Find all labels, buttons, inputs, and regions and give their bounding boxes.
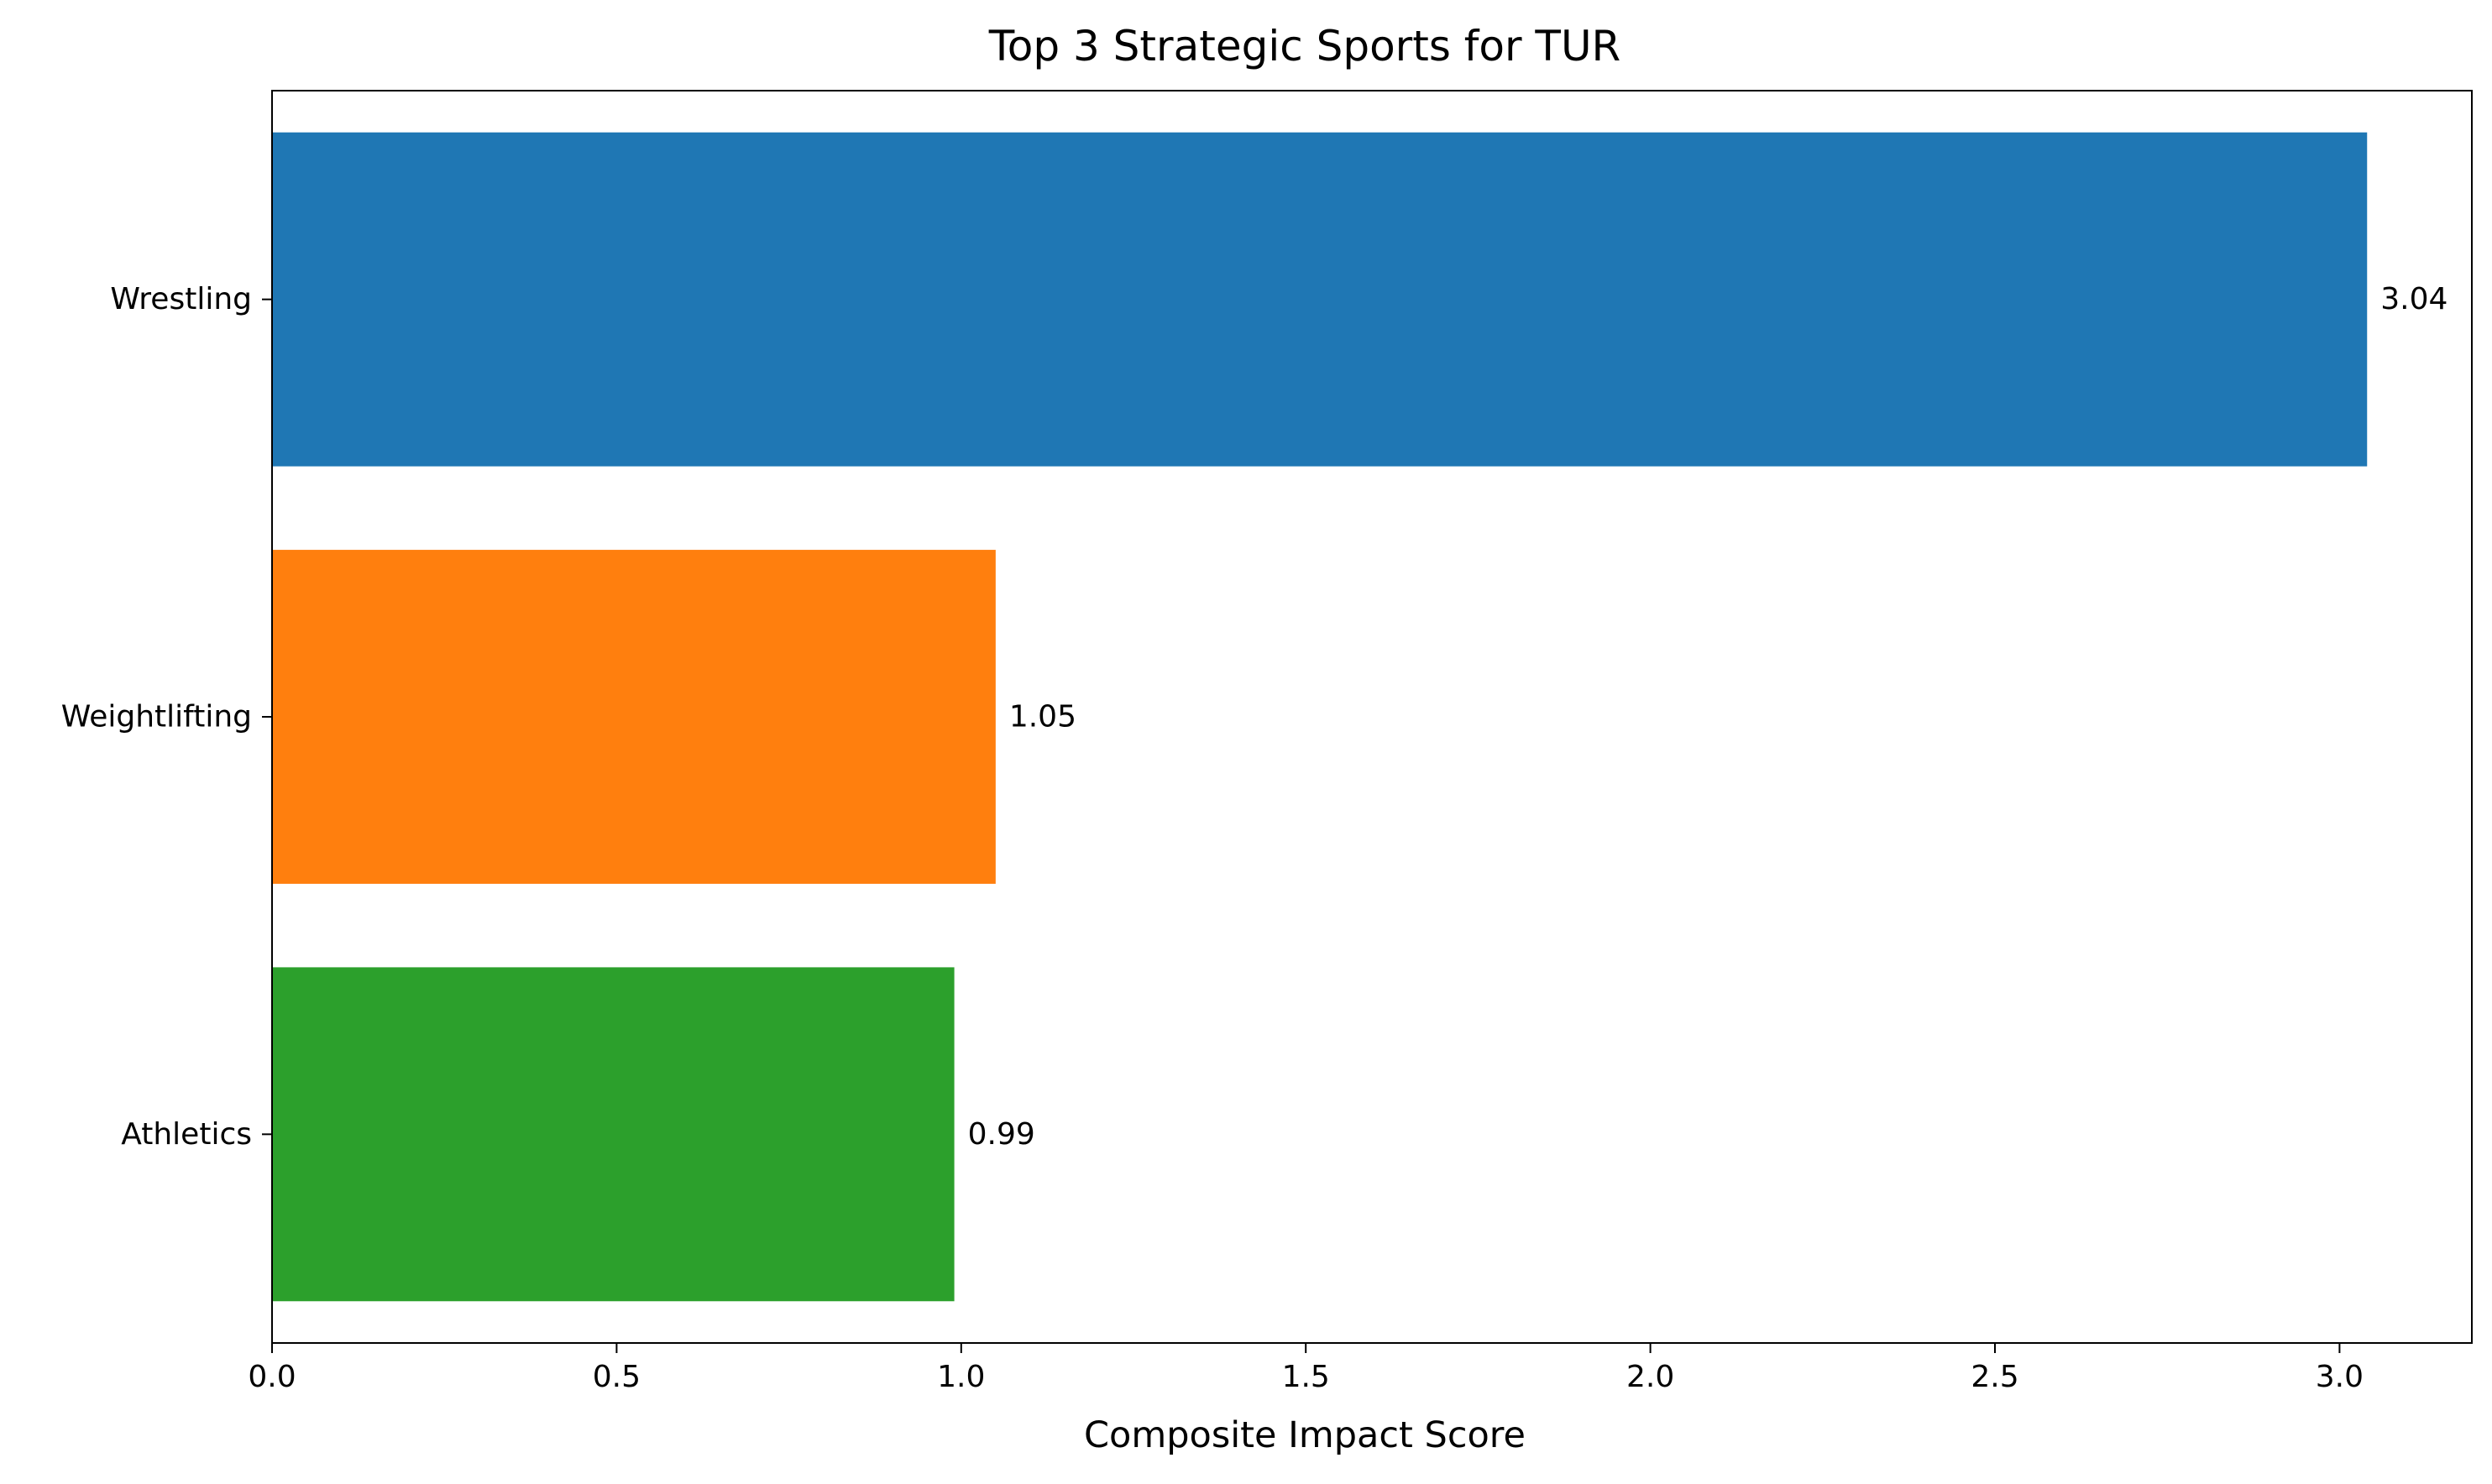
x-tick-label-0-0: 0.0 (248, 1360, 296, 1394)
x-tick-label-2-0: 2.0 (1626, 1360, 1674, 1394)
bar-value-label-weightlifting: 1.05 (1009, 700, 1076, 734)
x-tick-label-1-5: 1.5 (1282, 1360, 1330, 1394)
bars-layer: 3.04 1.05 0.99 (272, 132, 2448, 1302)
bar-weightlifting (272, 550, 996, 884)
bar-value-label-wrestling: 3.04 (2380, 282, 2448, 316)
chart-title: Top 3 Strategic Sports for TUR (988, 22, 1621, 71)
x-tick-label-1-0: 1.0 (937, 1360, 985, 1394)
x-axis-label: Composite Impact Score (1084, 1414, 1526, 1456)
bar-value-label-athletics: 0.99 (968, 1117, 1035, 1152)
x-axis-ticks: 0.0 0.5 1.0 1.5 2.0 2.5 3.0 (248, 1343, 2364, 1394)
y-axis-ticks: Wrestling Weightlifting Athletics (61, 282, 272, 1152)
x-tick-label-3-0: 3.0 (2316, 1360, 2364, 1394)
y-tick-label-weightlifting: Weightlifting (61, 700, 252, 734)
x-tick-label-0-5: 0.5 (593, 1360, 641, 1394)
y-tick-label-athletics: Athletics (121, 1117, 252, 1152)
y-tick-label-wrestling: Wrestling (110, 282, 252, 316)
bar-wrestling (272, 132, 2368, 467)
x-tick-label-2-5: 2.5 (1971, 1360, 2018, 1394)
bar-athletics (272, 967, 955, 1302)
plot-frame (271, 90, 2473, 1344)
